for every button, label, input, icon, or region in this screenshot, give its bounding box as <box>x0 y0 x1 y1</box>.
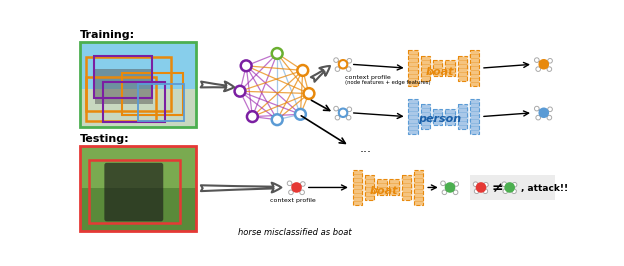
FancyBboxPatch shape <box>433 109 442 124</box>
Circle shape <box>535 58 539 63</box>
FancyBboxPatch shape <box>470 99 479 134</box>
Circle shape <box>505 183 514 192</box>
Circle shape <box>536 115 540 120</box>
Circle shape <box>334 106 338 111</box>
Circle shape <box>548 59 552 63</box>
Circle shape <box>287 181 292 186</box>
Circle shape <box>241 60 251 71</box>
FancyBboxPatch shape <box>377 180 386 196</box>
FancyBboxPatch shape <box>446 109 455 124</box>
Text: boat: boat <box>426 67 454 77</box>
Circle shape <box>300 190 305 195</box>
Text: Training:: Training: <box>79 30 135 40</box>
Text: (node features + edge features): (node features + edge features) <box>344 80 430 85</box>
Circle shape <box>347 107 352 112</box>
FancyBboxPatch shape <box>353 170 362 205</box>
FancyBboxPatch shape <box>470 50 479 86</box>
Circle shape <box>512 189 516 194</box>
Circle shape <box>235 86 245 97</box>
FancyBboxPatch shape <box>365 175 374 200</box>
Text: ...: ... <box>359 142 371 155</box>
Circle shape <box>540 109 548 117</box>
FancyBboxPatch shape <box>104 163 163 221</box>
Text: , attack!!: , attack!! <box>521 184 568 193</box>
Circle shape <box>548 107 552 112</box>
Circle shape <box>339 109 348 117</box>
Circle shape <box>512 182 517 187</box>
Text: person: person <box>418 114 462 124</box>
FancyBboxPatch shape <box>421 56 430 81</box>
Circle shape <box>454 182 459 186</box>
Circle shape <box>247 111 258 122</box>
Circle shape <box>474 189 479 194</box>
Circle shape <box>441 181 446 186</box>
Circle shape <box>346 115 351 120</box>
Text: context profile: context profile <box>270 198 316 203</box>
Circle shape <box>301 182 305 186</box>
Circle shape <box>303 88 314 99</box>
Circle shape <box>502 182 507 186</box>
Text: horse misclassified as boat: horse misclassified as boat <box>238 228 352 237</box>
FancyBboxPatch shape <box>402 175 411 200</box>
Circle shape <box>271 114 283 125</box>
Circle shape <box>503 189 508 194</box>
Circle shape <box>547 115 552 120</box>
Text: Testing:: Testing: <box>79 134 129 144</box>
Circle shape <box>335 67 340 72</box>
Circle shape <box>483 189 488 194</box>
Circle shape <box>484 182 488 187</box>
FancyBboxPatch shape <box>414 170 423 205</box>
FancyBboxPatch shape <box>457 104 467 129</box>
Circle shape <box>453 190 458 195</box>
Circle shape <box>446 183 454 192</box>
FancyBboxPatch shape <box>457 56 467 81</box>
Circle shape <box>442 190 447 195</box>
Circle shape <box>347 59 352 63</box>
Circle shape <box>289 190 293 195</box>
FancyBboxPatch shape <box>79 42 196 89</box>
Text: context profile: context profile <box>344 75 391 80</box>
Circle shape <box>292 183 301 192</box>
Circle shape <box>335 115 340 120</box>
Circle shape <box>346 67 351 72</box>
FancyBboxPatch shape <box>389 180 399 196</box>
Circle shape <box>473 182 478 186</box>
Circle shape <box>536 67 540 72</box>
FancyBboxPatch shape <box>446 60 455 76</box>
FancyBboxPatch shape <box>79 89 196 127</box>
Circle shape <box>297 65 308 76</box>
Circle shape <box>334 58 338 63</box>
Text: boat: boat <box>370 186 398 196</box>
FancyBboxPatch shape <box>79 146 196 231</box>
Circle shape <box>339 60 348 69</box>
Text: ≠: ≠ <box>492 181 503 195</box>
FancyBboxPatch shape <box>433 60 442 76</box>
FancyBboxPatch shape <box>95 69 153 103</box>
Circle shape <box>547 67 552 72</box>
FancyBboxPatch shape <box>409 50 418 86</box>
FancyBboxPatch shape <box>409 99 418 134</box>
FancyBboxPatch shape <box>79 188 196 231</box>
FancyBboxPatch shape <box>421 104 430 129</box>
Circle shape <box>540 60 548 69</box>
Circle shape <box>535 106 539 111</box>
Circle shape <box>477 183 485 192</box>
Circle shape <box>295 109 306 120</box>
FancyBboxPatch shape <box>470 175 555 200</box>
Circle shape <box>271 48 283 59</box>
